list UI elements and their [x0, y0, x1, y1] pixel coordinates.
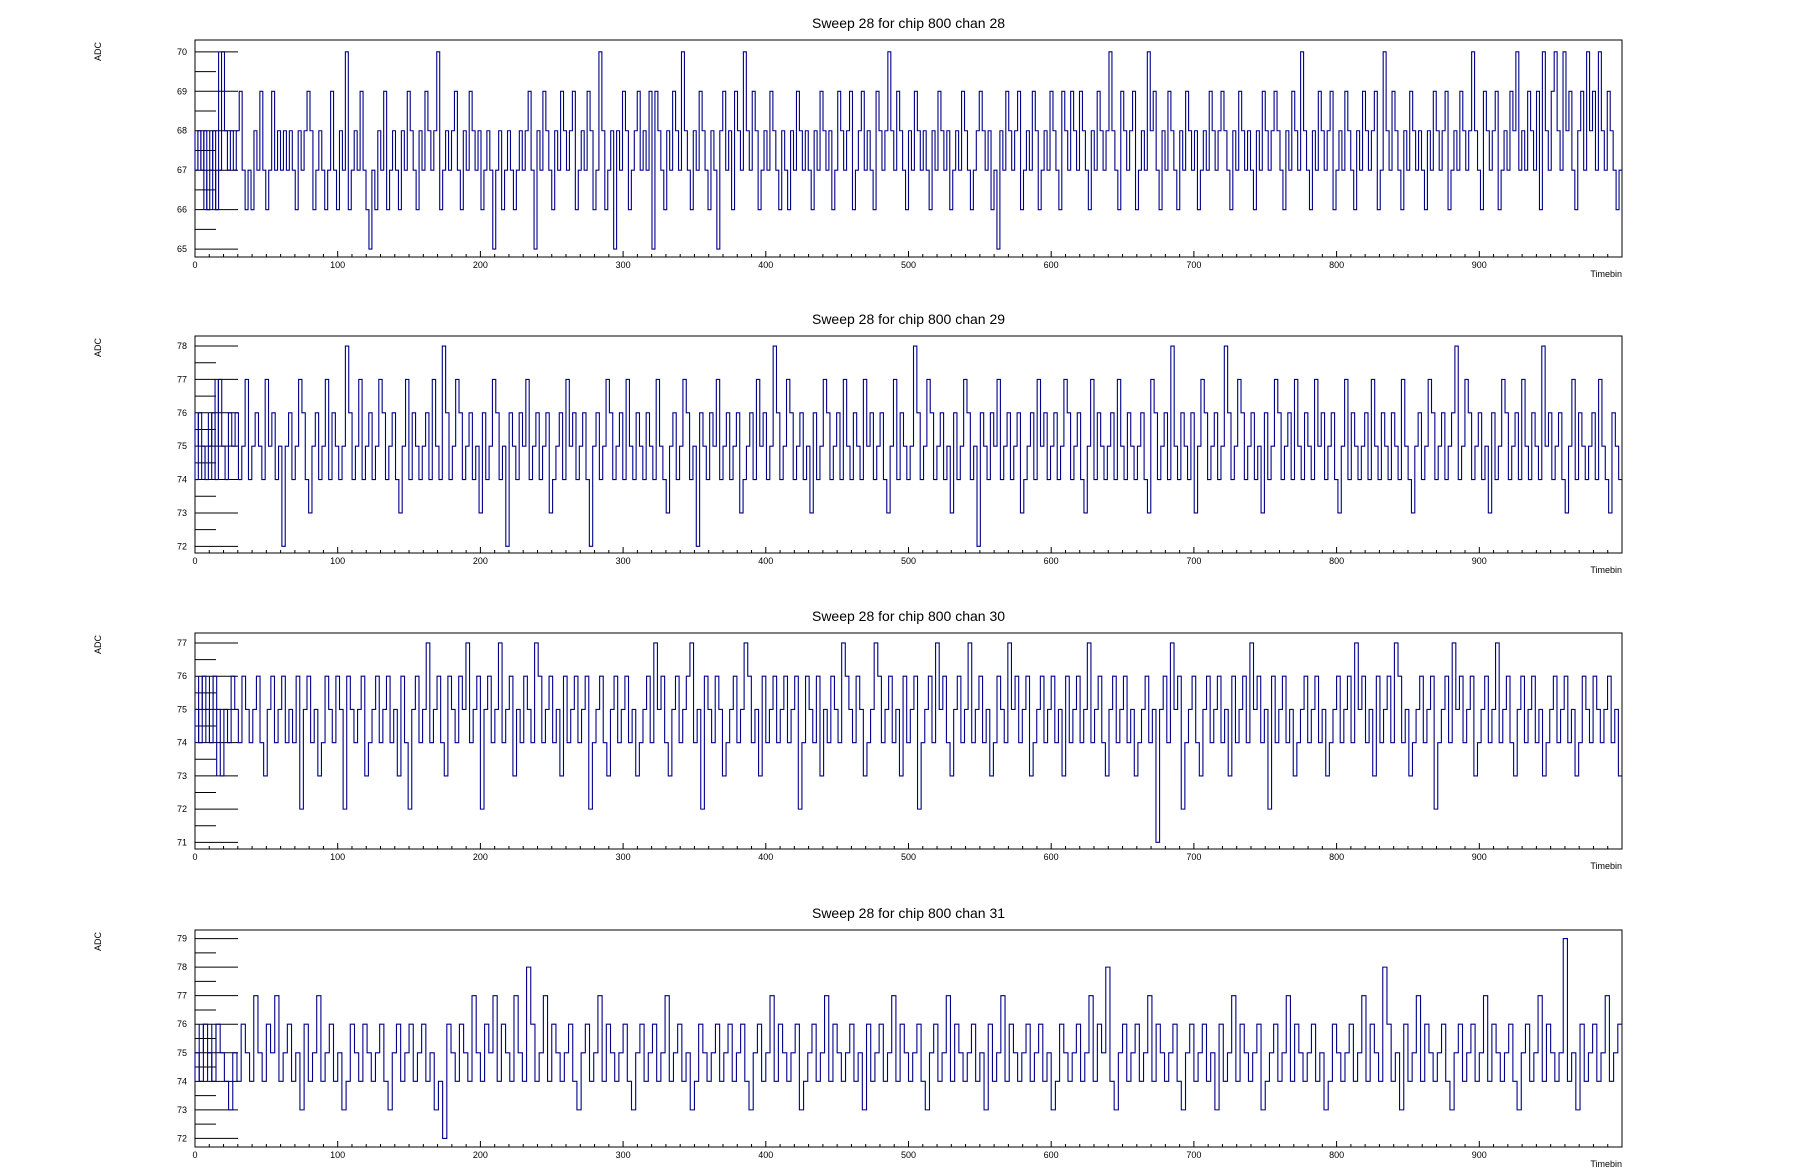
x-tick-label: 800 — [1329, 260, 1344, 270]
y-tick-label: 78 — [177, 341, 187, 351]
x-axis-label: Timebin — [1590, 269, 1622, 279]
x-tick-label: 500 — [901, 1150, 916, 1160]
x-tick-label: 900 — [1472, 1150, 1487, 1160]
x-tick-label: 800 — [1329, 556, 1344, 566]
y-tick-label: 79 — [177, 934, 187, 944]
x-tick-label: 600 — [1044, 1150, 1059, 1160]
y-tick-label: 76 — [177, 671, 187, 681]
y-tick-label: 73 — [177, 508, 187, 518]
x-tick-label: 100 — [330, 556, 345, 566]
y-tick-label: 71 — [177, 837, 187, 847]
x-tick-label: 800 — [1329, 1150, 1344, 1160]
y-tick-label: 65 — [177, 244, 187, 254]
x-tick-label: 200 — [473, 1150, 488, 1160]
x-tick-label: 900 — [1472, 852, 1487, 862]
x-tick-label: 500 — [901, 556, 916, 566]
y-axis-label: ADC — [93, 42, 103, 62]
y-tick-label: 77 — [177, 638, 187, 648]
x-tick-label: 100 — [330, 1150, 345, 1160]
y-tick-label: 77 — [177, 374, 187, 384]
x-tick-label: 800 — [1329, 852, 1344, 862]
x-tick-label: 300 — [616, 852, 631, 862]
y-tick-label: 69 — [177, 86, 187, 96]
x-tick-label: 400 — [758, 852, 773, 862]
y-tick-label: 75 — [177, 1048, 187, 1058]
y-tick-label: 72 — [177, 541, 187, 551]
series-line — [195, 345, 1622, 547]
y-tick-label: 74 — [177, 475, 187, 485]
chart-title: Sweep 28 for chip 800 chan 28 — [812, 15, 1005, 31]
y-tick-label: 75 — [177, 441, 187, 451]
series-line — [195, 938, 1622, 1139]
x-tick-label: 600 — [1044, 556, 1059, 566]
y-tick-label: 77 — [177, 991, 187, 1001]
x-tick-label: 200 — [473, 852, 488, 862]
x-tick-label: 100 — [330, 852, 345, 862]
series-line — [195, 51, 1622, 250]
y-tick-label: 73 — [177, 771, 187, 781]
x-tick-label: 900 — [1472, 556, 1487, 566]
x-tick-label: 0 — [192, 1150, 197, 1160]
chart-title: Sweep 28 for chip 800 chan 30 — [812, 608, 1005, 624]
x-tick-label: 0 — [192, 260, 197, 270]
y-tick-label: 76 — [177, 1019, 187, 1029]
x-tick-label: 100 — [330, 260, 345, 270]
y-tick-label: 74 — [177, 1076, 187, 1086]
x-tick-label: 300 — [616, 556, 631, 566]
x-tick-label: 200 — [473, 556, 488, 566]
chart-title: Sweep 28 for chip 800 chan 31 — [812, 905, 1005, 921]
x-axis-label: Timebin — [1590, 565, 1622, 575]
x-tick-label: 400 — [758, 260, 773, 270]
y-tick-label: 76 — [177, 408, 187, 418]
y-tick-label: 75 — [177, 704, 187, 714]
x-tick-label: 300 — [616, 1150, 631, 1160]
x-tick-label: 400 — [758, 556, 773, 566]
x-axis-label: Timebin — [1590, 1159, 1622, 1169]
chart-title: Sweep 28 for chip 800 chan 29 — [812, 311, 1005, 327]
y-tick-label: 66 — [177, 205, 187, 215]
x-tick-label: 700 — [1186, 1150, 1201, 1160]
y-tick-label: 70 — [177, 47, 187, 57]
y-tick-label: 73 — [177, 1105, 187, 1115]
plot-frame — [194, 632, 1623, 850]
x-tick-label: 400 — [758, 1150, 773, 1160]
y-axis-label: ADC — [93, 635, 103, 655]
x-tick-label: 500 — [901, 852, 916, 862]
x-tick-label: 0 — [192, 556, 197, 566]
x-axis-label: Timebin — [1590, 861, 1622, 871]
y-axis-label: ADC — [93, 932, 103, 952]
y-axis-label: ADC — [93, 338, 103, 358]
x-tick-label: 700 — [1186, 556, 1201, 566]
y-tick-label: 67 — [177, 165, 187, 175]
x-tick-label: 600 — [1044, 260, 1059, 270]
series-line — [195, 642, 1622, 843]
x-tick-label: 0 — [192, 852, 197, 862]
y-tick-label: 68 — [177, 126, 187, 136]
x-tick-label: 500 — [901, 260, 916, 270]
x-tick-label: 300 — [616, 260, 631, 270]
y-tick-label: 78 — [177, 962, 187, 972]
x-tick-label: 700 — [1186, 260, 1201, 270]
x-tick-label: 900 — [1472, 260, 1487, 270]
y-tick-label: 74 — [177, 738, 187, 748]
y-tick-label: 72 — [177, 804, 187, 814]
x-tick-label: 700 — [1186, 852, 1201, 862]
x-tick-label: 600 — [1044, 852, 1059, 862]
x-tick-label: 200 — [473, 260, 488, 270]
y-tick-label: 72 — [177, 1133, 187, 1143]
